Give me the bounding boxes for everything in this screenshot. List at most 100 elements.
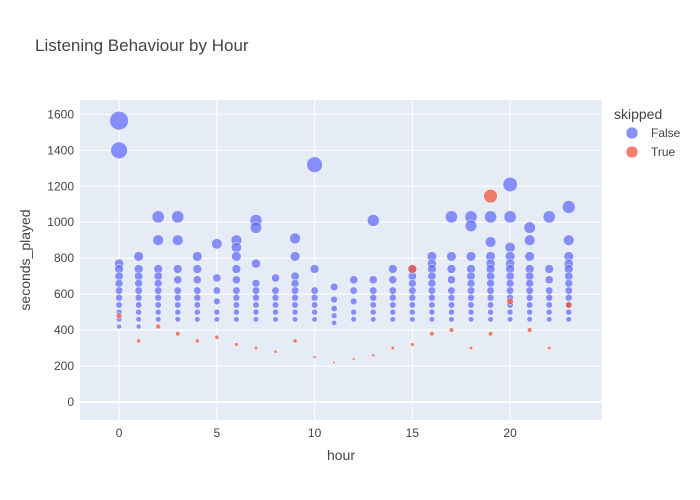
data-point-false xyxy=(331,312,338,319)
data-point-false xyxy=(562,200,576,214)
data-point-false xyxy=(506,286,515,295)
data-point-false xyxy=(409,308,416,316)
data-point-false xyxy=(115,294,123,302)
data-point-false xyxy=(486,279,495,288)
data-point-false xyxy=(115,301,123,309)
data-point-false xyxy=(251,279,261,288)
data-point-false xyxy=(213,308,221,316)
data-point-false xyxy=(502,176,518,193)
data-point-false xyxy=(289,251,301,262)
data-point-false xyxy=(487,301,495,309)
data-point-false xyxy=(545,286,554,295)
data-point-false xyxy=(311,316,318,323)
data-point-false xyxy=(153,271,163,281)
data-point-false xyxy=(525,279,534,288)
data-point-false xyxy=(271,294,280,302)
data-point-false xyxy=(524,251,535,262)
data-point-false xyxy=(389,294,397,302)
data-point-false xyxy=(290,271,300,281)
data-point-false xyxy=(525,271,535,281)
data-point-true xyxy=(547,346,552,351)
data-point-false xyxy=(448,308,455,316)
data-point-true xyxy=(371,353,376,358)
data-point-false xyxy=(134,279,143,288)
data-point-true xyxy=(332,360,336,365)
data-point-false xyxy=(251,286,260,295)
y-tick-label: 600 xyxy=(54,287,74,301)
data-point-false xyxy=(232,301,240,309)
data-point-false xyxy=(447,294,456,302)
data-point-false xyxy=(427,279,437,288)
data-point-false xyxy=(468,316,475,323)
y-tick-label: 1200 xyxy=(47,179,74,193)
data-point-false xyxy=(290,279,300,288)
data-point-false xyxy=(369,286,378,295)
data-point-false xyxy=(503,210,517,224)
data-point-false xyxy=(194,316,201,323)
data-point-false xyxy=(172,234,184,246)
data-point-true xyxy=(488,331,494,337)
data-point-false xyxy=(330,282,339,292)
data-point-false xyxy=(484,210,497,224)
data-point-false xyxy=(135,323,142,330)
series-false xyxy=(109,111,576,330)
data-point-false xyxy=(115,286,124,295)
data-point-false xyxy=(233,316,240,323)
grid-lines xyxy=(80,100,602,420)
data-point-false xyxy=(467,308,475,316)
data-point-false xyxy=(368,275,378,285)
data-point-false xyxy=(233,308,240,316)
data-point-false xyxy=(427,286,436,295)
y-tick-label: 400 xyxy=(54,323,74,337)
data-point-false xyxy=(232,275,241,285)
data-point-false xyxy=(545,301,553,309)
y-tick-label: 200 xyxy=(54,359,74,373)
data-point-false xyxy=(464,219,478,232)
data-point-false xyxy=(467,301,475,309)
data-point-false xyxy=(114,271,124,281)
data-point-false xyxy=(525,294,534,302)
data-point-false xyxy=(291,286,300,295)
data-point-false xyxy=(135,301,143,309)
data-point-false xyxy=(523,221,536,234)
y-tick-label: 1600 xyxy=(47,107,74,121)
data-point-true xyxy=(214,334,220,340)
data-point-true xyxy=(506,297,514,305)
data-point-false xyxy=(134,271,144,281)
data-point-false xyxy=(213,316,220,323)
data-point-false xyxy=(466,271,476,281)
data-point-false xyxy=(289,232,301,245)
data-point-false xyxy=(487,308,494,316)
legend[interactable]: skipped False True xyxy=(614,106,681,159)
data-point-false xyxy=(252,316,259,323)
data-point-false xyxy=(446,264,457,274)
data-point-false xyxy=(306,156,323,173)
data-point-true xyxy=(175,331,181,337)
data-point-false xyxy=(155,316,162,323)
data-point-false xyxy=(252,308,260,316)
data-point-false xyxy=(193,301,201,309)
data-point-false xyxy=(249,221,263,234)
data-point-false xyxy=(272,308,279,316)
data-point-false xyxy=(564,271,574,281)
data-point-false xyxy=(331,320,338,326)
data-point-false xyxy=(565,308,573,316)
data-point-false xyxy=(447,286,456,295)
data-point-false xyxy=(465,251,477,262)
data-point-false xyxy=(292,316,299,323)
data-point-false xyxy=(171,210,185,224)
data-point-false xyxy=(389,308,397,316)
data-point-false xyxy=(154,308,162,316)
data-point-false xyxy=(135,316,142,323)
data-point-false xyxy=(174,308,182,316)
data-point-false xyxy=(134,294,143,302)
data-point-false xyxy=(486,294,495,302)
x-tick-label: 15 xyxy=(406,426,420,440)
data-point-false xyxy=(388,264,398,274)
data-point-false xyxy=(193,286,202,295)
data-point-false xyxy=(506,308,514,316)
data-point-false xyxy=(565,316,572,323)
data-point-false xyxy=(192,275,202,285)
data-point-false xyxy=(505,271,515,281)
data-point-false xyxy=(408,279,417,288)
